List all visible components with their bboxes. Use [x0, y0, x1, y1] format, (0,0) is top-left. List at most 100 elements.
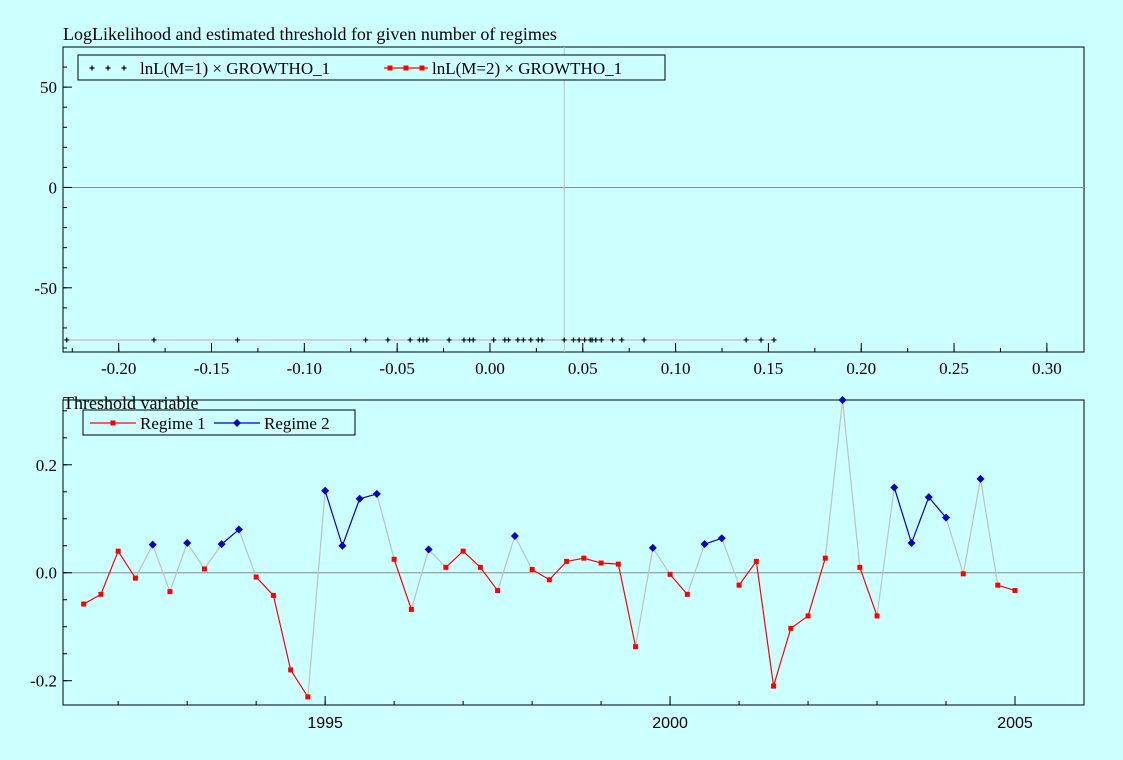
- legend-label-m1: lnL(M=1) × GROWTHO_1: [140, 59, 330, 78]
- series-m1-point: [363, 337, 369, 343]
- top-y-tick-label: 0: [49, 178, 58, 197]
- regime1-point: [564, 558, 570, 564]
- threshold-segment: [962, 478, 982, 574]
- top-legend: lnL(M=1) × GROWTHO_1 lnL(M=2) × GROWTHO_…: [77, 54, 666, 81]
- threshold-segment: [945, 517, 964, 574]
- regime1-point: [788, 625, 794, 631]
- threshold-segment: [307, 490, 326, 697]
- threshold-segment: [755, 561, 775, 687]
- threshold-segment: [893, 487, 913, 544]
- threshold-segment: [566, 557, 584, 562]
- threshold-segment: [290, 669, 309, 698]
- regime1-point: [167, 589, 173, 595]
- regime1-point: [443, 564, 449, 570]
- legend-key-regime1-marker: [110, 420, 116, 426]
- regime2-point: [838, 396, 847, 404]
- series-m1-point: [593, 337, 599, 343]
- threshold-segment: [445, 550, 464, 568]
- series-m1-point: [506, 337, 512, 343]
- top-plot-frame: [62, 46, 1085, 353]
- series-m1-point: [561, 337, 567, 343]
- threshold-segment: [497, 535, 516, 591]
- series-m1-point: [151, 337, 157, 343]
- regime2-point: [924, 493, 933, 502]
- regime2-point: [976, 474, 985, 483]
- legend-key-regime2-marker: [233, 419, 241, 427]
- top-x-tick-label: 0.25: [939, 359, 969, 378]
- series-m1-point: [758, 337, 764, 343]
- threshold-segment: [738, 561, 757, 586]
- legend-label-regime1: Regime 1: [140, 414, 206, 433]
- threshold-segment: [790, 615, 809, 629]
- threshold-segment: [841, 399, 861, 568]
- regime2-point: [648, 543, 657, 552]
- threshold-segment: [772, 628, 792, 687]
- threshold-segment: [686, 543, 706, 595]
- top-chart-title: LogLikelihood and estimated threshold fo…: [63, 24, 557, 44]
- series-m1-point: [571, 337, 576, 343]
- bottom-y-tick-label: 0.0: [36, 564, 57, 583]
- threshold-segment: [376, 493, 395, 560]
- regime1-point: [253, 574, 259, 580]
- regime1-point: [495, 588, 501, 594]
- regime1-point: [874, 613, 880, 619]
- series-m1-point: [491, 337, 497, 343]
- bottom-plot-frame: [62, 399, 1085, 706]
- regime1-point: [857, 564, 863, 570]
- legend-label-m2: lnL(M=2) × GROWTHO_1: [432, 59, 622, 78]
- regime1-point: [736, 582, 742, 588]
- regime2-point: [700, 540, 709, 549]
- regime2-point: [717, 534, 726, 543]
- threshold-segment: [997, 584, 1016, 592]
- regime2-point: [217, 540, 226, 549]
- series-m1-point: [771, 337, 777, 343]
- threshold-segment: [583, 557, 602, 564]
- regime2-point: [338, 541, 347, 550]
- regime1-point: [132, 575, 138, 581]
- legend-label-regime2: Regime 2: [264, 414, 330, 433]
- threshold-segment: [652, 547, 671, 575]
- bottom-x-tick-label: 2000: [652, 715, 688, 732]
- regime1-point: [581, 555, 587, 561]
- regime2-point: [234, 525, 243, 534]
- series-m1-point: [609, 337, 615, 343]
- regime1-point: [960, 571, 966, 577]
- top-x-tick-label: 0.00: [475, 359, 505, 378]
- regime1-point: [529, 567, 535, 573]
- threshold-segment: [548, 560, 568, 581]
- series-m1-point: [619, 337, 625, 343]
- regime1-point: [615, 561, 621, 567]
- threshold-segment: [876, 487, 895, 617]
- threshold-segment: [117, 550, 136, 579]
- regime1-point: [822, 555, 828, 561]
- regime1-point: [1012, 588, 1018, 594]
- threshold-segment: [83, 593, 102, 605]
- series-m1-point: [641, 337, 647, 343]
- threshold-segment: [428, 549, 447, 568]
- bottom-x-tick-label: 1995: [307, 715, 343, 732]
- regime1-point: [408, 606, 414, 612]
- series-m1-point: [64, 337, 70, 343]
- threshold-segment: [910, 496, 930, 544]
- threshold-segment: [152, 544, 171, 592]
- regime2-point: [510, 532, 519, 541]
- threshold-segment: [238, 529, 257, 578]
- legend-key-m2-marker: [403, 65, 409, 71]
- regime1-point: [288, 667, 294, 673]
- series-m1-point: [598, 337, 604, 343]
- threshold-segment: [410, 549, 430, 610]
- threshold-segment: [100, 550, 119, 595]
- threshold-segment: [255, 576, 274, 596]
- regime1-point: [201, 566, 207, 572]
- regime1-point: [98, 591, 104, 597]
- series-m1-point: [582, 337, 588, 343]
- threshold-segment: [272, 595, 292, 671]
- series-m1-point: [743, 337, 749, 343]
- bottom-legend: Regime 1 Regime 2: [82, 409, 356, 436]
- regime2-point: [942, 513, 951, 522]
- regime2-point: [183, 539, 192, 548]
- regime1-point: [270, 592, 276, 598]
- regime1-point: [753, 558, 759, 564]
- bottom-x-tick-label: 2005: [997, 715, 1033, 732]
- threshold-segment: [824, 399, 844, 559]
